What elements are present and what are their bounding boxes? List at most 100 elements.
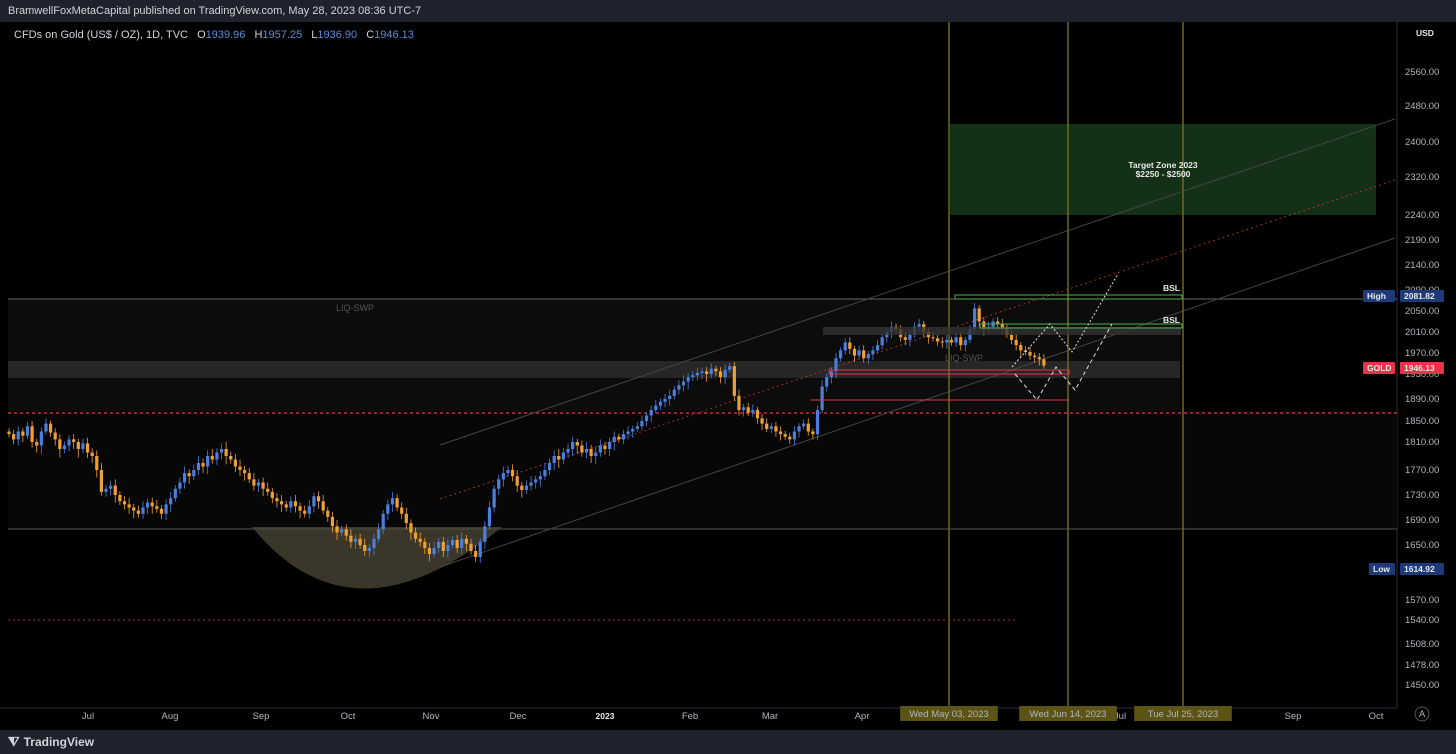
candle-body [469,543,473,551]
candle-body [187,473,191,477]
candle-body [681,381,686,386]
candle-body [848,342,852,349]
time-tick-label: Feb [682,711,698,722]
candle-body [150,502,154,507]
candle-body [677,385,681,390]
time-tick-label: Apr [855,711,870,722]
price-tick-label: 1650.00 [1405,540,1439,551]
chart-area[interactable]: Target Zone 2023 $2250 - $2500 BSL BSL LIQ-S… [0,22,1456,730]
candle-body [903,337,907,340]
candle-body [349,535,353,542]
candle-body [90,452,94,456]
candle-body [58,439,62,449]
candle-body [686,377,690,382]
target-zone-range: $2250 - $2500 [1136,169,1191,179]
candle-body [584,449,589,453]
candle-body [67,439,71,446]
candle-body [367,548,371,551]
candle-body [261,482,265,489]
candle-body [312,496,316,507]
candle-body [880,337,884,346]
candle-body [1033,355,1037,358]
candle-body [852,348,857,356]
candle-body [72,439,76,442]
price-tick-label: 1810.00 [1405,437,1439,448]
candle-body [931,337,935,339]
candle-body [820,386,824,410]
candle-body [21,431,25,436]
candle-body [330,516,334,527]
candle-body [825,377,829,387]
candle-body [963,339,967,346]
liq-swp-label-2: LIQ-SWP [945,353,983,363]
candle-body [603,445,607,449]
candle-body [663,399,667,402]
candle-body [515,476,519,486]
candle-body [344,529,348,536]
auto-scale-button[interactable] [1414,706,1430,722]
tradingview-logo[interactable]: ⧨ TradingView [8,734,94,750]
time-tick-label: Oct [341,711,356,722]
candle-body [279,501,284,505]
candle-body [109,485,113,489]
candle-body [81,443,85,449]
candle-body [25,426,30,436]
candle-body [949,339,954,343]
candle-body [557,456,561,460]
candle-body [547,463,552,470]
candle-body [705,371,709,374]
candle-body [358,538,362,545]
candle-body [857,350,861,356]
candle-body [566,449,570,453]
price-chart[interactable]: Target Zone 2023$2250 - $2500 BSL BSL LIQ-S… [0,22,1456,730]
time-tick-label: Jul [82,711,94,722]
candle-body [640,421,644,427]
projection-path-2 [1014,323,1113,401]
channel-lower [439,237,1396,568]
time-tick-label: Mar [762,711,778,722]
candle-body [460,538,464,548]
publish-text: BramwellFoxMetaCapital published on Trad… [8,5,422,17]
candle-body [76,442,80,449]
candle-body [649,410,653,416]
candle-body [1037,357,1041,360]
price-badge-label: GOLD [1367,363,1392,373]
candle-body [492,488,496,508]
price-badge-value: 1946.13 [1404,363,1435,373]
price-tick-label: 2400.00 [1405,137,1439,148]
time-marker-label: Wed May 03, 2023 [909,709,989,720]
candle-body [714,368,718,372]
price-tick-label: 2560.00 [1405,67,1439,78]
candle-body [520,485,524,490]
price-tick-label: 1540.00 [1405,615,1439,626]
candle-body [455,540,459,548]
time-tick-label: 2023 [596,711,615,721]
candle-body [141,507,145,514]
candle-body [307,506,311,514]
price-tick-label: 2240.00 [1405,210,1439,221]
candle-body [298,506,302,511]
candle-body [136,510,140,514]
candle-body [691,375,695,378]
candle-body [487,507,492,527]
candle-body [95,456,99,470]
candle-body [589,449,593,456]
candle-body [811,431,815,435]
candle-body [709,368,713,374]
candle-body [178,482,182,489]
price-badge-value-bg [1400,290,1444,302]
price-tick-label: 2480.00 [1405,101,1439,112]
candle-body [644,415,649,421]
candle-body [44,423,48,432]
candle-body [875,345,880,351]
candle-body [169,498,173,505]
candle-body [450,540,455,545]
tradingview-brand: TradingView [23,735,95,749]
candle-body [728,366,732,370]
projection-path-1 [1011,273,1119,368]
candle-body [672,389,676,396]
candle-body [118,495,122,502]
candle-body [201,463,205,467]
candle-body [381,513,385,530]
candle-body [48,423,53,433]
